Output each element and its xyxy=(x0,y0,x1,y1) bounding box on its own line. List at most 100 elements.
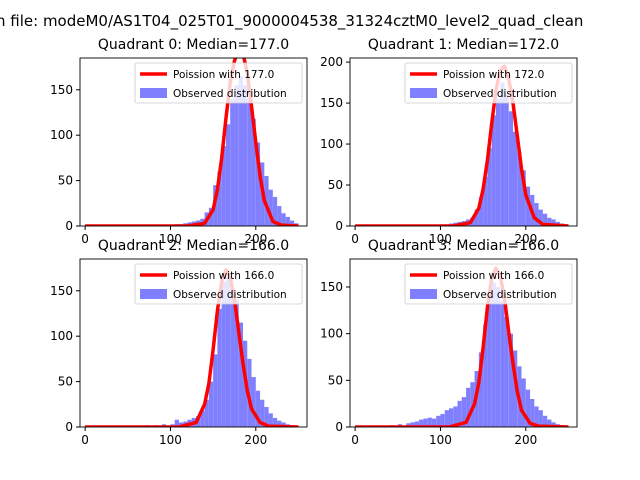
histogram-bar xyxy=(551,219,556,226)
histogram-bar xyxy=(457,400,462,427)
histogram-bar xyxy=(272,196,278,226)
histogram-bar xyxy=(512,131,518,226)
histogram-bar xyxy=(478,352,484,427)
histogram-bar xyxy=(221,281,226,427)
subplot-1: 0 100 200 0 50 100 150 200 Quadrant 1: Median=17… xyxy=(320,37,578,246)
histogram-bar xyxy=(534,406,539,427)
y-tick-label: 50 xyxy=(328,373,343,387)
histogram-bar xyxy=(268,413,273,427)
histogram-bar xyxy=(508,333,513,427)
histogram-bar xyxy=(238,76,243,226)
histogram-bars xyxy=(355,82,569,226)
histogram-bar xyxy=(491,282,496,427)
histogram-bar xyxy=(268,189,273,226)
histogram-bar xyxy=(487,296,492,427)
histogram-bar xyxy=(551,422,556,427)
histogram-bar xyxy=(281,213,286,226)
histogram-bar xyxy=(281,422,286,427)
histogram-bar xyxy=(525,186,531,226)
histogram-bar xyxy=(538,209,543,226)
legend-poisson-label: Poission with 166.0 xyxy=(443,270,544,282)
histogram-bar xyxy=(495,98,501,226)
histogram-bar xyxy=(225,124,231,226)
x-tick-label: 200 xyxy=(244,433,267,447)
poisson-curve xyxy=(85,58,299,226)
histogram-bar xyxy=(504,94,509,226)
histogram-bar xyxy=(234,299,239,427)
histogram-bar xyxy=(487,148,492,226)
histogram-bar xyxy=(423,418,428,427)
legend-box xyxy=(134,62,303,104)
histogram-bar xyxy=(264,407,269,427)
figure-suptitle: n file: modeM0/AS1T04_025T01_9000004538_… xyxy=(0,12,583,31)
legend-observed-label: Observed distribution xyxy=(443,88,557,100)
y-tick-label: 150 xyxy=(50,83,73,97)
legend-observed-swatch xyxy=(140,88,167,98)
legend: Poission with 172.0 Observed distribution xyxy=(404,62,573,104)
histogram-bar xyxy=(264,176,269,226)
axes-frame xyxy=(349,57,578,227)
histogram-bar xyxy=(444,410,449,427)
histogram-bar xyxy=(260,399,265,427)
histogram-bar xyxy=(440,413,445,427)
y-tick-label: 100 xyxy=(50,128,73,142)
x-tick-label: 100 xyxy=(159,232,182,246)
histogram-bar xyxy=(247,98,252,226)
histogram-bar xyxy=(230,98,235,226)
y-tick-label: 50 xyxy=(58,174,73,188)
histogram-bar xyxy=(530,399,535,427)
legend-observed-swatch xyxy=(410,88,437,98)
legend-poisson-label: Poission with 177.0 xyxy=(173,69,274,81)
histogram-bar xyxy=(508,111,513,226)
y-tick-label: 0 xyxy=(65,420,73,434)
histogram-bar xyxy=(453,406,458,427)
y-tick-label: 0 xyxy=(335,219,343,233)
histogram-bar xyxy=(285,216,290,226)
histogram-bar xyxy=(277,420,282,427)
x-tick-label: 0 xyxy=(81,232,89,246)
histogram-bar xyxy=(419,419,424,427)
subplot-title: Quadrant 0: Median=177.0 xyxy=(98,37,289,53)
subplot-3: 0 100 200 0 50 100 150 Quadrant 3: Median=166.0… xyxy=(320,238,578,447)
legend: Poission with 166.0 Observed distribution xyxy=(404,263,573,305)
legend-box xyxy=(404,62,573,104)
legend-box xyxy=(134,263,303,305)
histogram-bar xyxy=(255,142,261,226)
histogram-bar xyxy=(500,82,505,226)
legend: Poission with 177.0 Observed distribution xyxy=(134,62,303,104)
legend: Poission with 166.0 Observed distribution xyxy=(134,263,303,305)
histogram-bar xyxy=(542,415,548,427)
histogram-bar xyxy=(217,171,222,226)
histogram-bar xyxy=(251,377,256,427)
y-tick-label: 150 xyxy=(320,280,343,294)
histogram-bar xyxy=(289,220,295,226)
histogram-bar xyxy=(200,410,205,427)
histogram-bar xyxy=(410,422,415,427)
y-tick-label: 0 xyxy=(335,420,343,434)
histogram-bar xyxy=(495,287,501,427)
axes-frame xyxy=(79,258,308,428)
legend-observed-label: Observed distribution xyxy=(173,88,287,100)
histogram-bar xyxy=(448,408,454,427)
histogram-bar xyxy=(204,399,209,427)
histogram-bar xyxy=(213,354,218,427)
histogram-bar xyxy=(525,389,531,427)
histogram-bar xyxy=(542,213,548,226)
y-tick-label: 0 xyxy=(65,219,73,233)
subplot-title: Quadrant 2: Median=166.0 xyxy=(98,238,289,254)
histogram-bar xyxy=(225,277,231,427)
histogram-bar xyxy=(491,115,496,226)
x-tick-label: 0 xyxy=(351,232,359,246)
axes-frame xyxy=(79,57,308,227)
histogram-bar xyxy=(474,209,479,226)
axes-frame xyxy=(349,258,578,428)
histogram-bar xyxy=(414,421,420,427)
histogram-bar xyxy=(521,170,526,226)
histogram-bar xyxy=(521,378,526,427)
legend-poisson-label: Poission with 166.0 xyxy=(173,270,274,282)
x-tick-label: 200 xyxy=(244,232,267,246)
histogram-bar xyxy=(538,410,543,427)
x-tick-label: 200 xyxy=(514,433,537,447)
histogram-bar xyxy=(534,203,539,226)
